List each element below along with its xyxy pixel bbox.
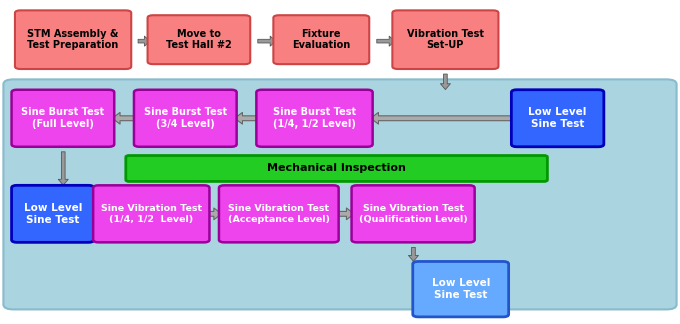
Text: Low Level
Sine Test: Low Level Sine Test (24, 203, 82, 225)
FancyBboxPatch shape (12, 90, 114, 147)
Text: Sine Burst Test
(Full Level): Sine Burst Test (Full Level) (21, 108, 105, 129)
Text: Low Level
Sine Test: Low Level Sine Test (528, 108, 587, 129)
FancyBboxPatch shape (511, 90, 604, 147)
FancyBboxPatch shape (12, 185, 94, 242)
Text: STM Assembly &
Test Preparation: STM Assembly & Test Preparation (27, 29, 119, 51)
FancyBboxPatch shape (134, 90, 237, 147)
Text: Vibration Test
Set-UP: Vibration Test Set-UP (407, 29, 484, 51)
Text: Sine Vibration Test
(Acceptance Level): Sine Vibration Test (Acceptance Level) (228, 204, 330, 224)
FancyBboxPatch shape (352, 185, 475, 242)
FancyBboxPatch shape (273, 15, 369, 64)
FancyBboxPatch shape (3, 79, 677, 309)
Text: Move to
Test Hall #2: Move to Test Hall #2 (166, 29, 232, 51)
Text: Sine Vibration Test
(1/4, 1/2  Level): Sine Vibration Test (1/4, 1/2 Level) (101, 204, 202, 224)
FancyBboxPatch shape (126, 156, 547, 181)
FancyBboxPatch shape (256, 90, 373, 147)
Text: Low Level
Sine Test: Low Level Sine Test (432, 278, 490, 300)
FancyBboxPatch shape (93, 185, 209, 242)
FancyBboxPatch shape (15, 10, 131, 69)
Text: Mechanical Inspection: Mechanical Inspection (267, 164, 406, 173)
FancyBboxPatch shape (392, 10, 498, 69)
Text: Sine Burst Test
(1/4, 1/2 Level): Sine Burst Test (1/4, 1/2 Level) (273, 108, 356, 129)
FancyBboxPatch shape (219, 185, 339, 242)
Text: Sine Vibration Test
(Qualification Level): Sine Vibration Test (Qualification Level… (359, 204, 467, 224)
FancyBboxPatch shape (413, 261, 509, 317)
FancyBboxPatch shape (148, 15, 250, 64)
Text: Sine Burst Test
(3/4 Level): Sine Burst Test (3/4 Level) (143, 108, 227, 129)
Text: Fixture
Evaluation: Fixture Evaluation (292, 29, 350, 51)
